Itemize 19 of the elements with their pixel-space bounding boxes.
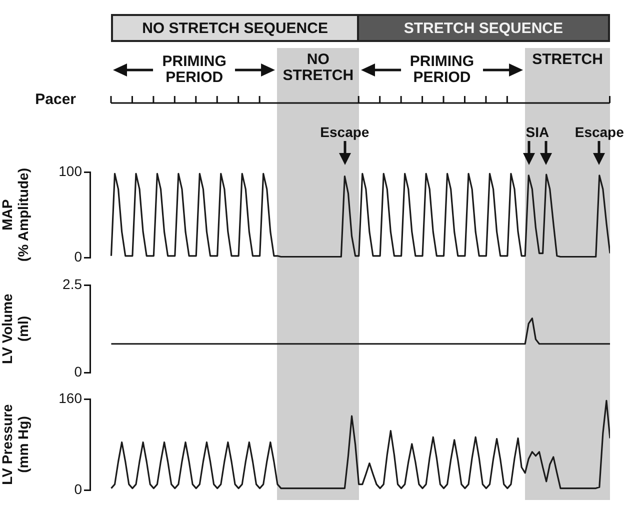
text: PRIMING PERIOD: [408, 53, 476, 86]
header-box: STRETCH SEQUENCE: [358, 14, 610, 42]
text: PRIMING PERIOD: [161, 53, 228, 86]
text: NO STRETCH: [282, 51, 355, 84]
y-tick-label: 0: [74, 480, 82, 497]
y-tick-label: 100: [58, 162, 82, 179]
y-axis-title: LV Pressure (mm Hg): [0, 404, 32, 485]
y-axis-title: LV Volume (ml): [0, 293, 32, 364]
text: STRETCH: [531, 51, 604, 68]
y-tick-label: 0: [74, 363, 82, 380]
text: Escape: [574, 124, 624, 140]
y-tick-label: 160: [58, 390, 82, 406]
text: SIA: [526, 124, 550, 140]
y-tick-label: 0: [74, 248, 82, 264]
text: Escape: [320, 124, 370, 140]
header-box: NO STRETCH SEQUENCE: [111, 14, 359, 42]
text: Pacer: [34, 91, 76, 108]
y-axis-title: MAP (% Amplitude): [0, 168, 32, 262]
y-tick-label: 2.5: [62, 276, 82, 292]
